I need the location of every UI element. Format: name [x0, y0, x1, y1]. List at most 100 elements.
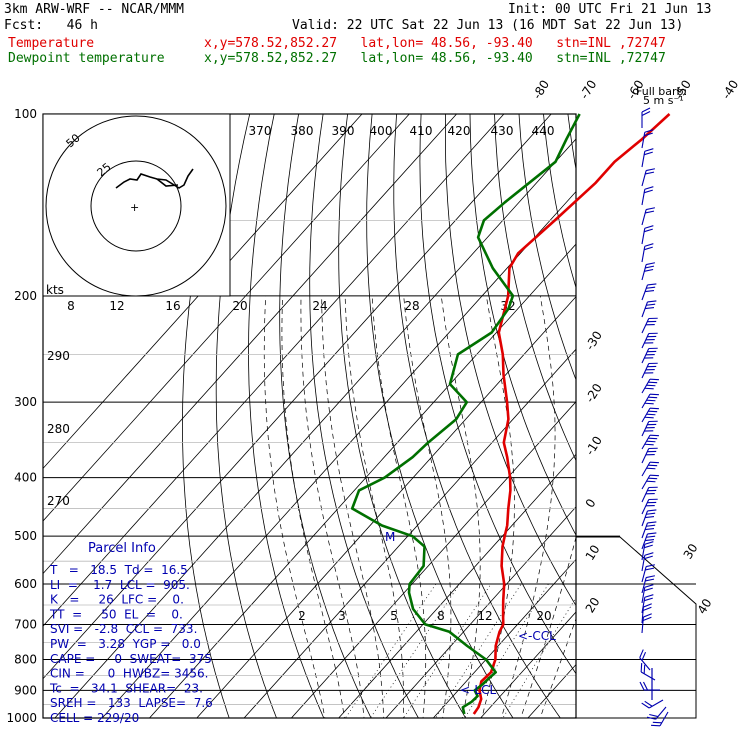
wind-barb: [641, 613, 652, 634]
wind-barb-low: [639, 681, 660, 691]
wind-barb: [641, 434, 659, 450]
parcel-info-row: Tc = 34.1 SHEAR= 23.: [49, 681, 203, 695]
pressure-tick-label: 100: [14, 107, 37, 121]
isotherm-line: [101, 190, 576, 718]
wind-barb: [641, 332, 658, 349]
wind-barb: [641, 393, 659, 409]
parcel-info-row: TT = 50 EL = 0.: [49, 607, 183, 621]
wind-barb: [641, 362, 658, 379]
moist-adiabat-line: [371, 295, 427, 718]
isotherm-line: [54, 138, 576, 718]
pressure-tick-label: 700: [14, 617, 37, 631]
dry-adiabat-line: [248, 114, 325, 718]
parcel-info-row: PW = 3.28 YGP = 0.0: [50, 637, 201, 651]
dry-adiabat-line: [419, 114, 576, 675]
isotherm-line: [43, 114, 410, 522]
parcel-info-title: Parcel Info: [88, 541, 156, 556]
dry-adiabat-line: [338, 114, 467, 718]
dry-adiabat-line: [366, 114, 514, 718]
wind-barbs: [639, 107, 669, 727]
barb-legend-unit: 5 m s⁻¹: [643, 94, 684, 107]
mixing-ratio-label-upper: 8: [67, 299, 75, 313]
moist-adiabat-line: [500, 295, 556, 718]
mixing-ratio-label-lower: 12: [477, 609, 492, 623]
dry-adiabat-line: [518, 114, 576, 381]
wind-barb: [641, 300, 657, 318]
dry-adiabat-line: [715, 114, 740, 731]
dry-adiabat-line: [666, 114, 740, 731]
moist-adiabat-line: [520, 535, 576, 718]
moist-adiabat-line: [539, 617, 576, 718]
wind-barb: [641, 603, 652, 624]
wind-barb: [641, 148, 654, 168]
dewpoint-profile-line: [350, 113, 581, 715]
isotherm-label: 40: [695, 596, 715, 616]
pressure-tick-label: 900: [14, 683, 37, 697]
isotherm-label: -40: [719, 78, 740, 102]
wind-barb: [641, 186, 654, 206]
hodograph: 25 50 + kts: [42, 113, 231, 297]
mixing-ratio-label-lower: 20: [536, 609, 551, 623]
dry-adiabat-line: [444, 114, 576, 607]
wind-barb: [641, 584, 654, 604]
dry-adiabat-line: [543, 114, 576, 289]
dry-adiabat-line: [182, 114, 230, 718]
parcel-info-row: SVI = -2.8 CCL = 733.: [50, 622, 197, 636]
dry-adiabat-line: [592, 114, 740, 731]
mixing-ratio-line: [502, 596, 576, 718]
wind-barb: [641, 225, 654, 245]
moist-adiabat-line: [403, 295, 452, 718]
wind-barb-low: [640, 663, 656, 681]
wind-barb: [641, 541, 654, 561]
moist-adiabat-line: [321, 295, 385, 718]
wind-barb: [641, 532, 657, 550]
moist-adiabat-line: [281, 295, 345, 718]
mixing-ratio-label-upper: 20: [232, 299, 247, 313]
theta-label: 410: [410, 124, 433, 138]
dry-adiabat-line: [494, 114, 576, 462]
hodograph-trace: [115, 168, 194, 189]
mixing-ratio-label-lower: 3: [338, 609, 346, 623]
isotherm-line: [611, 114, 740, 731]
wind-barb: [641, 521, 657, 539]
wind-barb-low: [651, 711, 669, 727]
isotherm-line: [196, 296, 576, 718]
theta-label: 430: [491, 124, 514, 138]
isotherm-label: 20: [583, 595, 603, 615]
isotherm-label: -70: [577, 78, 599, 102]
isotherm-line: [290, 401, 576, 718]
wind-barb: [641, 347, 658, 364]
isotherm-line: [43, 114, 505, 627]
mixing-ratio-label-upper: 12: [109, 299, 124, 313]
barb-legend-title: Full barb:: [636, 85, 687, 98]
isotherm-line: [43, 114, 552, 680]
mixing-ratio-label-lower: 5: [390, 609, 398, 623]
wind-barb: [641, 168, 656, 187]
wind-barb: [641, 461, 659, 477]
lower-index-box: [576, 536, 697, 719]
theta-label: 370: [249, 124, 272, 138]
forecast-hour: Fcst: 46 h: [4, 18, 98, 33]
isotherm-label: -10: [583, 434, 605, 458]
mixing-ratio-line: [344, 583, 437, 718]
wind-barb-low: [639, 649, 651, 671]
wind-barb: [641, 407, 659, 423]
temperature-legend-label: Temperature: [8, 36, 95, 51]
mixing-ratio-label-upper: 28: [404, 299, 419, 313]
mixing-ratio-line: [464, 583, 549, 718]
wind-barb: [641, 509, 657, 527]
dewpoint-legend-info: x,y=578.52,852.27 lat,lon= 48.56, -93.40…: [204, 51, 666, 66]
dewpoint-legend-label: Dewpoint temperature: [8, 51, 165, 66]
isotherm-line: [480, 611, 576, 718]
isotherm-label: 30: [681, 541, 701, 561]
isotherm-line: [243, 348, 576, 718]
wind-barb: [641, 378, 659, 394]
moist-adiabat-line: [344, 295, 404, 718]
wind-barb: [641, 498, 658, 515]
dry-adiabat-line: [309, 114, 419, 718]
mixing-ratio-label-upper: 24: [312, 299, 327, 313]
isotherm-line: [148, 243, 576, 718]
theta-label: 390: [332, 124, 355, 138]
model-title: 3km ARW-WRF -- NCAR/MMM: [4, 2, 185, 17]
